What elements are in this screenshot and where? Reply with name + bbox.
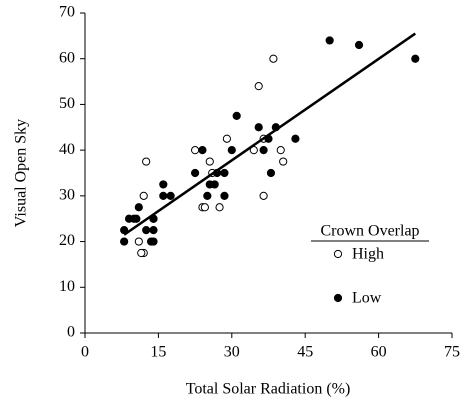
legend-marker (333, 293, 343, 303)
point (132, 214, 141, 223)
point (266, 168, 276, 178)
point (269, 54, 278, 63)
y-tick-label: 40 (59, 141, 75, 158)
point (220, 191, 229, 200)
point (137, 248, 146, 258)
point (134, 237, 143, 246)
x-axis-label: Total Solar Radiation (%) (186, 381, 351, 398)
point (411, 54, 420, 63)
point (220, 168, 229, 178)
point (166, 191, 175, 200)
point (191, 146, 200, 155)
point (215, 203, 224, 212)
x-tick-label: 0 (81, 344, 89, 361)
legend-marker (333, 249, 343, 259)
point (134, 203, 143, 212)
y-tick-label: 20 (59, 232, 75, 249)
point (354, 40, 364, 50)
point (142, 157, 151, 166)
point (259, 146, 268, 155)
point (254, 123, 263, 132)
point (139, 191, 148, 200)
point (227, 146, 236, 155)
point (276, 146, 285, 155)
x-tick-label: 60 (371, 344, 387, 361)
y-tick-label: 10 (59, 278, 75, 295)
point (120, 237, 129, 246)
point (191, 168, 200, 178)
point (142, 226, 151, 235)
x-tick-label: 15 (150, 344, 166, 361)
y-tick-label: 50 (59, 95, 75, 112)
point (259, 191, 268, 200)
point (291, 134, 300, 143)
point (279, 157, 288, 166)
point (232, 111, 241, 120)
point (325, 36, 334, 45)
point (205, 157, 214, 166)
point (149, 237, 158, 246)
y-tick-label: 70 (59, 4, 75, 21)
x-tick-label: 30 (224, 344, 240, 361)
legend-label: High (352, 246, 384, 263)
point (149, 226, 158, 235)
x-tick-label: 75 (444, 344, 460, 361)
legend-label: Low (352, 290, 382, 307)
point (198, 146, 207, 155)
y-tick-label: 60 (59, 49, 75, 66)
point (222, 134, 232, 143)
trendline (123, 32, 417, 236)
point (210, 180, 219, 189)
x-tick-label: 45 (297, 344, 313, 361)
y-tick-label: 30 (59, 187, 75, 204)
y-axis-label: Visual Open Sky (13, 119, 30, 227)
point (159, 191, 168, 200)
point (203, 191, 212, 200)
point (254, 82, 263, 91)
point (159, 180, 168, 189)
legend-title: Crown Overlap (320, 223, 419, 240)
point (200, 203, 209, 212)
y-tick-label: 0 (67, 324, 75, 341)
